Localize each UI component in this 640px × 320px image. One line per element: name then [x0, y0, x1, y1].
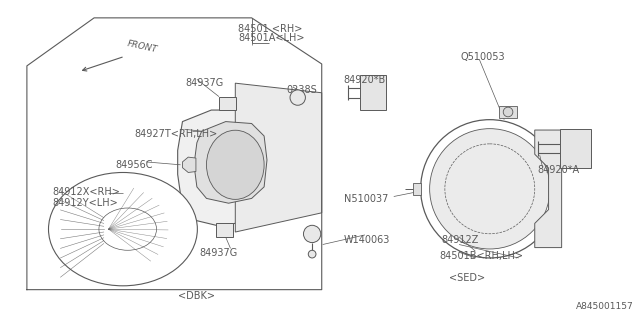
Circle shape: [308, 250, 316, 258]
Text: Q510053: Q510053: [461, 52, 506, 62]
Polygon shape: [194, 122, 267, 203]
Text: 84501B<RH,LH>: 84501B<RH,LH>: [440, 251, 524, 261]
Polygon shape: [413, 183, 420, 195]
Text: FRONT: FRONT: [127, 39, 159, 54]
Text: 84937G: 84937G: [200, 248, 238, 258]
Circle shape: [303, 225, 321, 243]
Text: 84912Y<LH>: 84912Y<LH>: [53, 198, 118, 208]
Text: A845001157: A845001157: [576, 302, 634, 311]
Text: 84920*A: 84920*A: [538, 165, 580, 175]
Circle shape: [503, 107, 513, 117]
Text: 84501 <RH>: 84501 <RH>: [238, 24, 303, 34]
FancyBboxPatch shape: [219, 97, 236, 110]
Text: <SED>: <SED>: [449, 273, 486, 283]
Text: 84937G: 84937G: [186, 78, 223, 88]
Text: N510037: N510037: [344, 194, 388, 204]
Polygon shape: [560, 129, 591, 168]
Polygon shape: [499, 106, 516, 118]
Polygon shape: [182, 157, 196, 172]
FancyBboxPatch shape: [216, 223, 234, 237]
Text: 84912X<RH>: 84912X<RH>: [53, 187, 121, 197]
Polygon shape: [535, 130, 562, 248]
Polygon shape: [360, 76, 386, 110]
Text: 84956C: 84956C: [115, 160, 153, 170]
Text: 0238S: 0238S: [286, 85, 317, 95]
Polygon shape: [236, 83, 322, 232]
Polygon shape: [178, 110, 278, 225]
Circle shape: [290, 90, 305, 105]
Ellipse shape: [207, 130, 264, 199]
Text: 84927T<RH,LH>: 84927T<RH,LH>: [134, 129, 218, 139]
Text: W140063: W140063: [344, 235, 390, 245]
Circle shape: [420, 120, 559, 258]
Ellipse shape: [49, 172, 197, 286]
Circle shape: [429, 129, 550, 249]
Text: 84920*B: 84920*B: [344, 76, 386, 85]
Text: 84912Z: 84912Z: [442, 235, 479, 245]
Text: 84501A<LH>: 84501A<LH>: [238, 33, 305, 43]
Text: <DBK>: <DBK>: [178, 291, 214, 300]
